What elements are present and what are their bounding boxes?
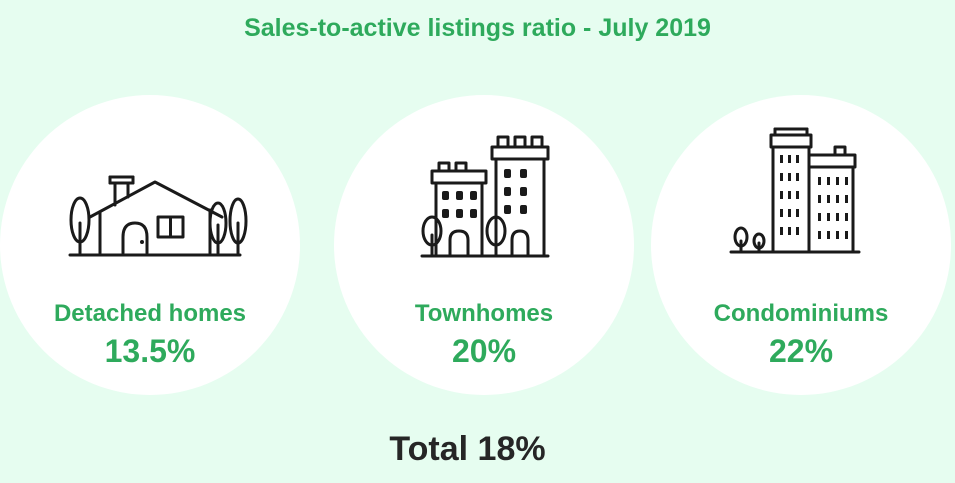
page-title: Sales-to-active listings ratio - July 20… [244,14,711,42]
category-card-detached: Detached homes 13.5% [0,95,300,395]
category-value: 13.5% [104,333,196,369]
townhomes-icon [420,135,550,258]
category-card-townhomes: Townhomes 20% [334,95,634,395]
category-label: Townhomes [414,300,554,327]
category-label: Condominiums [713,300,889,327]
condominiums-icon [729,127,861,254]
detached-house-icon [68,175,248,257]
category-card-condominiums: Condominiums 22% [651,95,951,395]
total-ratio: Total 18% [389,430,546,468]
category-value: 22% [768,333,834,369]
category-label: Detached homes [53,300,247,327]
category-value: 20% [451,333,517,369]
